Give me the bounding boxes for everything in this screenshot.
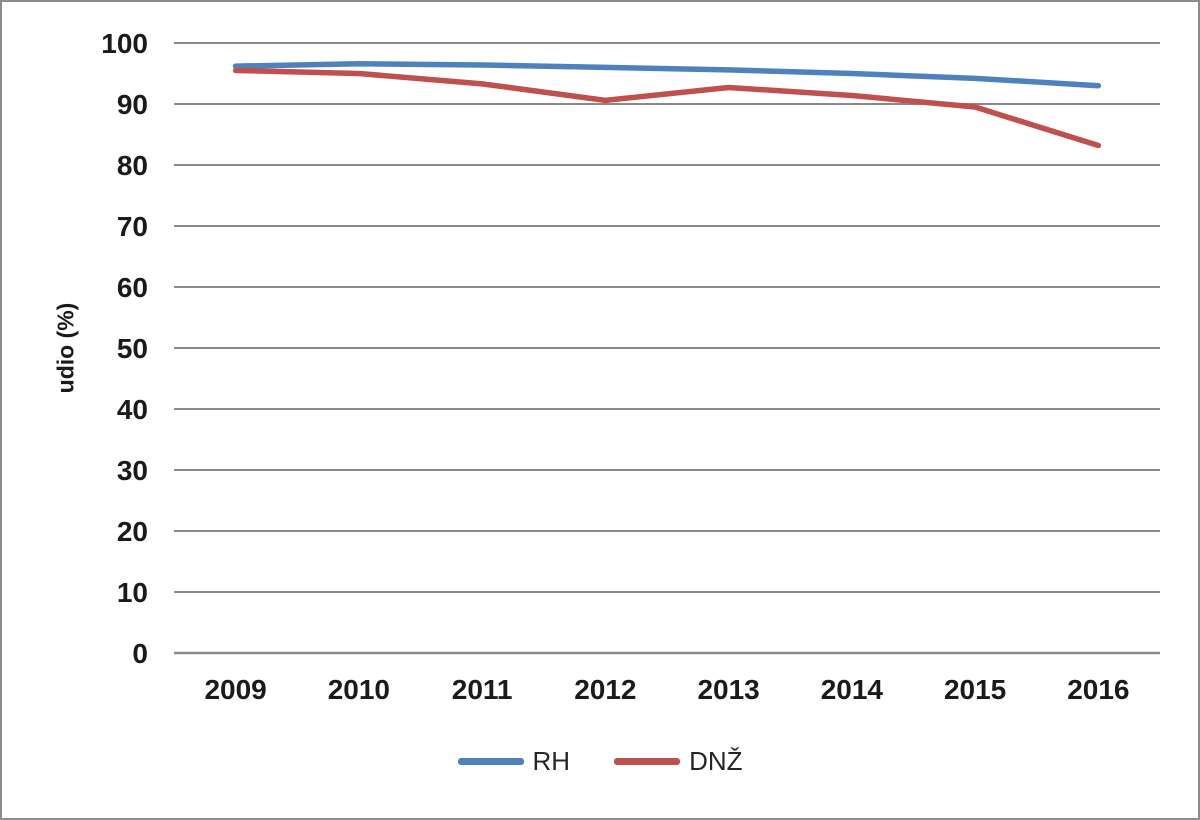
x-tick-label: 2012 (574, 674, 636, 705)
legend-item: DNŽ (614, 746, 743, 776)
y-tick-label: 40 (117, 394, 148, 425)
y-tick-label: 90 (117, 89, 148, 120)
y-axis-title: udio (%) (52, 302, 79, 394)
legend-label: RH (532, 746, 571, 776)
x-tick-label: 2010 (328, 674, 390, 705)
y-tick-label: 50 (117, 333, 148, 364)
x-axis-labels: 2009 2010 2011 2012 2013 2014 2015 2016 (204, 674, 1129, 705)
legend: RH DNŽ (2, 748, 1198, 774)
series-line-RH (232, 60, 1102, 89)
x-tick-label: 2014 (821, 674, 884, 705)
x-tick-label: 2011 (452, 674, 513, 705)
series-line-DNŽ (232, 67, 1102, 149)
x-tick-label: 2009 (204, 674, 266, 705)
y-tick-label: 60 (117, 272, 148, 303)
x-tick-label: 2015 (944, 674, 1006, 705)
y-tick-label: 70 (117, 211, 148, 242)
y-tick-label: 0 (132, 638, 148, 669)
legend-label: DNŽ (689, 746, 743, 776)
y-tick-label: 80 (117, 150, 148, 181)
x-tick-label: 2016 (1067, 674, 1129, 705)
legend-swatch (614, 757, 681, 765)
y-tick-label: 30 (117, 455, 148, 486)
y-tick-label: 10 (117, 577, 148, 608)
y-tick-label: 100 (101, 28, 148, 59)
gridlines (174, 42, 1160, 655)
y-tick-label: 20 (117, 516, 148, 547)
legend-item: RH (457, 746, 571, 776)
series-lines (232, 60, 1102, 149)
x-tick-label: 2013 (697, 674, 759, 705)
y-axis-labels: 0 10 20 30 40 50 60 70 80 90 100 (101, 28, 148, 669)
legend-swatch (457, 757, 524, 765)
